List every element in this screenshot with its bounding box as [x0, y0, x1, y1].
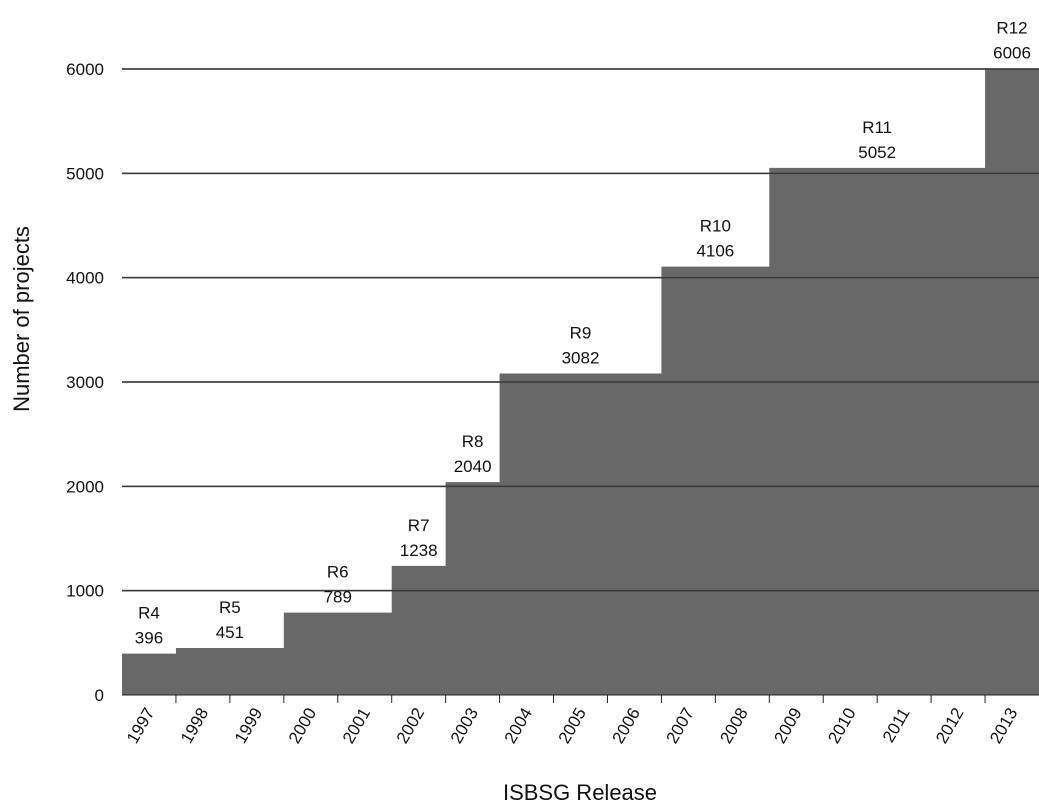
year-step — [284, 613, 338, 695]
x-tick-label: 2009 — [770, 705, 805, 747]
release-label: R7 1238 — [400, 516, 438, 560]
gridlines-over-area — [122, 68, 1039, 696]
x-tick-label: 2005 — [555, 705, 590, 747]
year-step — [769, 168, 823, 695]
y-tick-label: 3000 — [66, 373, 104, 392]
year-step — [823, 168, 877, 695]
release-count: 1238 — [400, 541, 438, 560]
year-step — [877, 168, 931, 695]
y-tick-label: 0 — [95, 686, 104, 705]
year-step — [392, 566, 446, 695]
x-tick-label: 2006 — [609, 705, 644, 747]
release-name: R9 — [570, 323, 592, 342]
release-name: R11 — [862, 118, 892, 137]
release-count: 396 — [135, 629, 163, 648]
release-labels: R4396R5451R6789R71238R82040R93082R104106… — [135, 18, 1031, 647]
y-tick-label: 1000 — [66, 582, 104, 601]
release-label: R10 4106 — [696, 217, 734, 261]
release-label: R11 5052 — [858, 118, 896, 162]
release-count: 5052 — [858, 143, 896, 162]
y-tick-label: 4000 — [66, 269, 104, 288]
year-step — [554, 373, 608, 695]
release-name: R7 — [408, 516, 430, 535]
release-name: R5 — [219, 598, 241, 617]
release-name: R4 — [138, 604, 160, 623]
x-tick-label: 2008 — [716, 705, 751, 747]
y-tick-label: 6000 — [66, 60, 104, 79]
x-tick-label: 2011 — [879, 705, 914, 746]
year-step — [230, 648, 284, 695]
release-count: 4106 — [696, 242, 734, 261]
release-count: 451 — [216, 623, 244, 642]
release-count: 2040 — [454, 457, 492, 476]
x-tick-label: 1999 — [231, 705, 266, 747]
y-axis-ticks: 0 1000 2000 3000 4000 5000 6000 — [66, 60, 104, 705]
release-name: R8 — [462, 432, 484, 451]
year-step — [661, 267, 715, 695]
release-label: R8 2040 — [454, 432, 492, 476]
release-count: 789 — [324, 588, 352, 607]
x-tick-label: 2013 — [986, 705, 1021, 747]
year-step — [715, 267, 769, 695]
x-tick-label: 2012 — [932, 705, 967, 747]
year-step — [176, 648, 230, 695]
x-tick-label: 2004 — [501, 705, 536, 747]
y-tick-label: 2000 — [66, 477, 104, 496]
x-tick-label: 2010 — [824, 705, 859, 747]
year-step — [122, 654, 176, 695]
year-step — [931, 168, 985, 695]
year-step — [607, 373, 661, 695]
year-step — [500, 373, 554, 695]
x-tick-label: 2007 — [662, 705, 697, 747]
release-count: 6006 — [993, 43, 1031, 62]
release-label: R9 3082 — [562, 323, 600, 367]
x-tick-label: 2002 — [393, 705, 428, 747]
release-count: 3082 — [562, 348, 600, 367]
x-axis-ticks: 1997 1998 1999 2000 2001 2002 2003 2004 2005 2006… — [123, 705, 1021, 747]
y-tick-label: 5000 — [66, 164, 104, 183]
x-tick-label: 2003 — [447, 705, 482, 747]
x-tick-label: 1998 — [177, 705, 212, 747]
release-name: R10 — [700, 217, 731, 236]
release-label: R12 6006 — [993, 18, 1031, 62]
release-name: R6 — [327, 563, 349, 582]
year-step — [446, 482, 500, 695]
release-name: R12 — [996, 18, 1027, 37]
year-step — [338, 613, 392, 695]
x-tick-label: 2000 — [285, 705, 320, 747]
x-tick-label: 1997 — [123, 705, 158, 747]
y-axis-title: Number of projects — [9, 226, 34, 412]
x-tick-label: 2001 — [339, 705, 374, 747]
x-axis-title: ISBSG Release — [503, 780, 657, 805]
